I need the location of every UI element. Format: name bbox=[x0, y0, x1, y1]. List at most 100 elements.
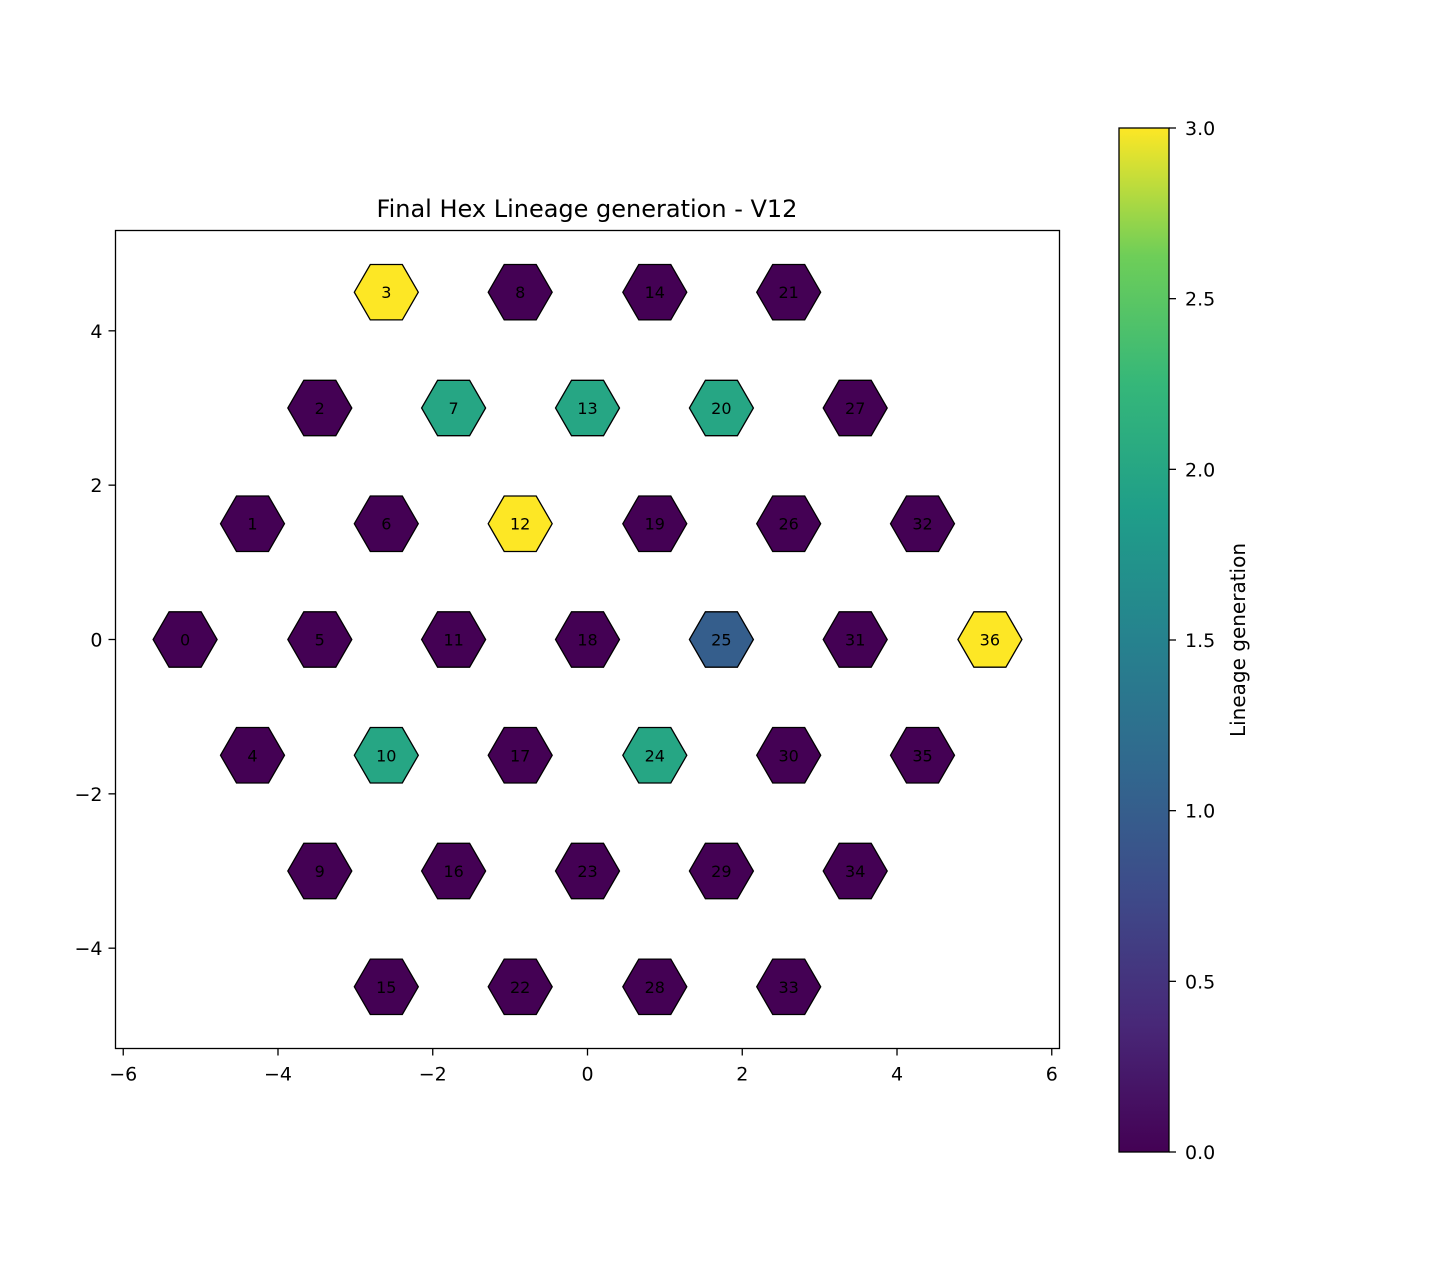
hex-cell-label: 6 bbox=[381, 515, 391, 534]
hex-cell-label: 2 bbox=[315, 399, 325, 418]
hex-cell-label: 7 bbox=[449, 399, 459, 418]
hex-cell bbox=[622, 726, 688, 784]
hex-cell bbox=[822, 842, 888, 900]
hex-cell-label: 9 bbox=[315, 862, 325, 881]
hex-cell bbox=[487, 726, 553, 784]
hex-cell-label: 8 bbox=[515, 283, 525, 302]
hex-cell-label: 4 bbox=[247, 746, 257, 765]
y-tick-label: 0 bbox=[90, 630, 102, 652]
hex-cell bbox=[755, 726, 822, 784]
x-tick-label: −4 bbox=[264, 1064, 292, 1086]
colorbar-tick-label: 3.0 bbox=[1185, 118, 1215, 140]
hex-cell bbox=[353, 958, 420, 1016]
hex-cell bbox=[353, 263, 420, 321]
hex-cell bbox=[622, 495, 688, 553]
hex-cell bbox=[287, 379, 353, 437]
hex-cell bbox=[487, 495, 553, 553]
hex-cell bbox=[822, 611, 888, 668]
colorbar-axis: 0.0 0.5 1.0 1.5 2.0 2.5 3.0 bbox=[1169, 118, 1215, 1164]
y-tick-label: −4 bbox=[74, 938, 102, 960]
x-tick-label: 2 bbox=[736, 1064, 748, 1086]
hex-cell-label: 21 bbox=[779, 283, 799, 302]
hex-cell bbox=[889, 726, 956, 784]
hex-cell bbox=[889, 495, 956, 553]
hex-cell bbox=[622, 263, 688, 321]
hex-cell-label: 3 bbox=[381, 283, 391, 302]
hex-cell-label: 27 bbox=[845, 399, 865, 418]
hex-cell bbox=[353, 726, 420, 784]
colorbar-tick-label: 2.5 bbox=[1185, 289, 1215, 311]
colorbar bbox=[1118, 127, 1170, 1153]
hex-cell-label: 29 bbox=[711, 862, 731, 881]
colorbar-label: Lineage generation bbox=[1226, 543, 1250, 737]
hex-cell-label: 26 bbox=[779, 515, 799, 534]
hex-cell-label: 30 bbox=[779, 746, 799, 765]
hex-cells: 0123456789101112131415161718192021222324… bbox=[152, 263, 1023, 1016]
hex-cell bbox=[688, 611, 755, 668]
hex-cell bbox=[219, 726, 286, 784]
hex-cell-label: 22 bbox=[510, 978, 530, 997]
hex-cell-label: 1 bbox=[247, 515, 257, 534]
hex-cell bbox=[152, 611, 218, 668]
hex-cell-label: 32 bbox=[912, 515, 932, 534]
hex-cell bbox=[487, 263, 553, 321]
hex-cell-label: 25 bbox=[711, 631, 731, 650]
hex-cell bbox=[420, 611, 487, 668]
hex-cell-label: 10 bbox=[376, 746, 396, 765]
hex-cell-label: 15 bbox=[376, 978, 396, 997]
hex-cell bbox=[487, 958, 553, 1016]
hex-cell-label: 0 bbox=[180, 631, 190, 650]
hex-cell bbox=[554, 611, 621, 668]
hex-cell bbox=[755, 495, 822, 553]
colorbar-tick-label: 1.5 bbox=[1185, 630, 1215, 652]
hex-cell bbox=[219, 495, 286, 553]
hex-cell bbox=[822, 379, 888, 437]
hex-cell-label: 11 bbox=[443, 631, 463, 650]
hex-cell bbox=[287, 611, 353, 668]
y-axis: −4 −2 0 2 4 bbox=[74, 321, 116, 960]
y-tick-label: 2 bbox=[90, 475, 102, 497]
hex-cell-label: 17 bbox=[510, 746, 530, 765]
x-tick-label: 0 bbox=[581, 1064, 593, 1086]
x-axis: −6 −4 −2 0 2 4 6 bbox=[109, 1048, 1058, 1086]
hex-cell-label: 33 bbox=[779, 978, 799, 997]
x-tick-label: −6 bbox=[109, 1064, 137, 1086]
colorbar-tick-label: 2.0 bbox=[1185, 459, 1215, 481]
hex-cell bbox=[554, 842, 621, 900]
hex-cell bbox=[957, 611, 1023, 668]
hex-cell bbox=[622, 958, 688, 1016]
hex-cell bbox=[420, 842, 487, 900]
x-tick-label: 6 bbox=[1046, 1064, 1058, 1086]
hex-cell-label: 31 bbox=[845, 631, 865, 650]
hex-cell bbox=[554, 379, 621, 437]
x-tick-label: 4 bbox=[891, 1064, 903, 1086]
hex-cell-label: 20 bbox=[711, 399, 731, 418]
hex-cell-label: 12 bbox=[510, 515, 530, 534]
hex-cell-label: 23 bbox=[577, 862, 597, 881]
hex-cell bbox=[688, 379, 755, 437]
hex-cell bbox=[287, 842, 353, 900]
hex-cell bbox=[420, 379, 487, 437]
chart-title: Final Hex Lineage generation - V12 bbox=[377, 195, 798, 223]
hex-cell-label: 18 bbox=[577, 631, 597, 650]
y-tick-label: 4 bbox=[90, 321, 102, 343]
hex-cell-label: 5 bbox=[315, 631, 325, 650]
hex-cell bbox=[755, 958, 822, 1016]
hex-cell-label: 14 bbox=[645, 283, 665, 302]
hex-cell-label: 24 bbox=[645, 746, 665, 765]
hex-cell-label: 36 bbox=[980, 631, 1000, 650]
colorbar-tick-label: 1.0 bbox=[1185, 801, 1215, 823]
hex-cell-label: 35 bbox=[912, 746, 932, 765]
y-tick-label: −2 bbox=[74, 784, 102, 806]
hex-cell bbox=[755, 263, 822, 321]
hex-cell bbox=[353, 495, 420, 553]
colorbar-tick-label: 0.0 bbox=[1185, 1142, 1215, 1164]
x-tick-label: −2 bbox=[419, 1064, 447, 1086]
colorbar-tick-label: 0.5 bbox=[1185, 971, 1215, 993]
hex-cell-label: 28 bbox=[645, 978, 665, 997]
hex-cell-label: 19 bbox=[645, 515, 665, 534]
hex-cell-label: 13 bbox=[577, 399, 597, 418]
hex-cell bbox=[688, 842, 755, 900]
hex-cell-label: 34 bbox=[845, 862, 865, 881]
